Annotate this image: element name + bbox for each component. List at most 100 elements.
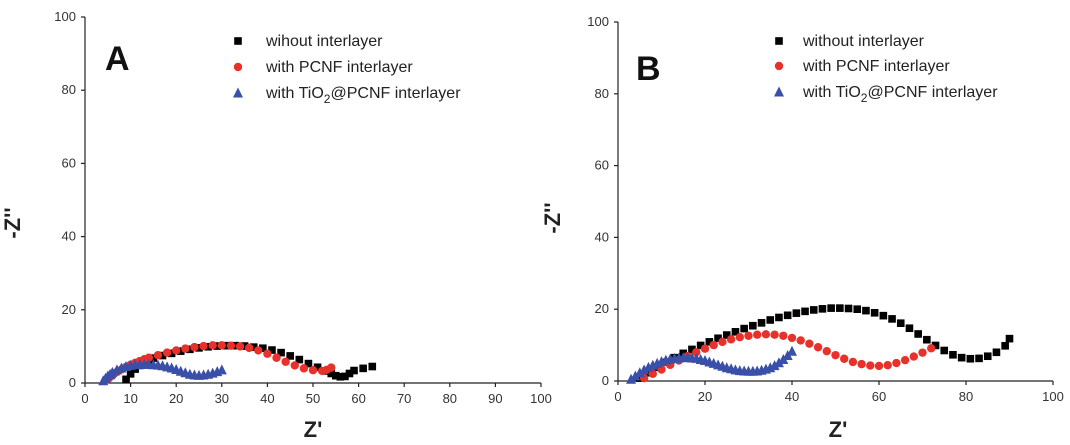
data-point: [235, 342, 245, 351]
data-point: [796, 336, 805, 345]
legend-marker: [233, 62, 243, 72]
x-tick-label: 50: [306, 391, 320, 406]
data-point: [940, 346, 949, 355]
data-point: [272, 353, 281, 362]
data-point: [818, 305, 827, 313]
data-point: [787, 333, 797, 343]
data-point: [896, 319, 905, 328]
y-tick-label: 60: [62, 155, 76, 170]
x-tick-label: 0: [81, 391, 88, 406]
data-point: [327, 363, 336, 372]
data-point: [705, 338, 714, 346]
y-tick-label: 40: [595, 229, 609, 244]
legend-entry: with TiO2@PCNF interlayer: [802, 84, 998, 105]
x-tick-label: 40: [260, 391, 274, 406]
legend-marker: [775, 37, 783, 45]
panel-letter: A: [105, 40, 130, 78]
data-point: [107, 366, 118, 377]
data-point: [634, 367, 645, 378]
data-point: [779, 331, 788, 340]
data-point: [244, 343, 254, 353]
data-point: [162, 348, 172, 357]
data-point: [231, 341, 240, 350]
data-point: [700, 344, 710, 353]
data-point: [190, 342, 199, 352]
series-triangle: [626, 345, 797, 384]
data-point: [281, 357, 290, 366]
plot-area: [626, 304, 1014, 384]
x-tick-label: 80: [443, 391, 457, 406]
x-tick-label: 60: [872, 389, 886, 404]
data-point: [172, 346, 181, 355]
data-point: [766, 316, 775, 324]
data-point: [286, 352, 294, 360]
legend-marker: [233, 87, 243, 98]
data-point: [857, 359, 866, 369]
data-point: [918, 348, 927, 357]
data-point: [144, 353, 154, 362]
data-point: [753, 330, 762, 339]
data-point: [635, 374, 644, 382]
data-point: [866, 361, 875, 370]
y-axis-title: -Z'': [0, 207, 25, 238]
data-point: [848, 357, 858, 367]
data-point: [153, 350, 163, 360]
data-point: [966, 354, 975, 363]
y-tick-label: 20: [62, 302, 76, 317]
data-point: [827, 304, 835, 312]
data-point: [840, 354, 849, 363]
data-point: [313, 363, 322, 372]
data-point: [892, 358, 901, 368]
y-tick-label: 0: [602, 373, 609, 388]
data-point: [240, 342, 249, 350]
x-tick-label: 70: [397, 391, 411, 406]
data-point: [931, 341, 940, 350]
y-tick-label: 60: [595, 158, 609, 173]
data-point: [870, 308, 879, 317]
data-point: [327, 369, 336, 378]
data-point: [992, 348, 1001, 357]
data-point: [801, 307, 809, 316]
data-point: [744, 331, 753, 340]
x-tick-label: 20: [698, 389, 712, 404]
data-point: [1001, 342, 1009, 350]
data-point: [181, 344, 190, 353]
data-point: [208, 341, 217, 350]
y-tick-label: 100: [587, 14, 609, 29]
x-tick-label: 60: [351, 391, 365, 406]
plot-area: [98, 341, 377, 386]
x-tick-label: 10: [123, 391, 137, 406]
data-point: [308, 365, 318, 375]
data-point: [268, 346, 276, 354]
data-point: [222, 341, 231, 350]
data-point: [735, 333, 744, 342]
data-point: [805, 339, 814, 348]
legend-entry: with PCNF interlayer: [802, 58, 950, 75]
x-tick-label: 100: [1042, 389, 1064, 404]
data-point: [692, 348, 701, 357]
data-point: [900, 355, 910, 365]
data-point: [975, 354, 983, 363]
y-tick-label: 80: [62, 82, 76, 97]
data-point: [304, 359, 313, 368]
data-point: [277, 348, 285, 357]
panel-letter: B: [636, 50, 661, 88]
data-point: [630, 370, 641, 381]
y-tick-label: 80: [595, 86, 609, 101]
data-point: [844, 304, 853, 313]
data-point: [836, 304, 844, 312]
data-point: [879, 311, 888, 320]
data-point: [731, 328, 740, 336]
data-point: [254, 346, 263, 355]
data-point: [226, 341, 236, 350]
data-point: [195, 344, 203, 352]
data-point: [927, 344, 936, 353]
data-point: [259, 344, 267, 353]
data-point: [299, 364, 309, 373]
data-point: [888, 315, 896, 323]
data-point: [831, 350, 840, 360]
data-point: [740, 324, 748, 333]
legend-entry: with PCNF interlayer: [265, 59, 413, 76]
